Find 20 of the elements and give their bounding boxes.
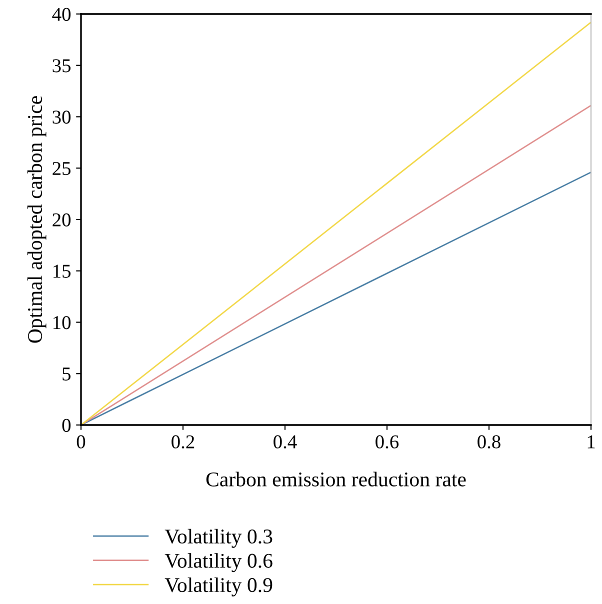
legend-label: Volatility 0.9 (164, 577, 272, 596)
x-axis-title: Carbon emission reduction rate (206, 472, 466, 486)
legend-label: Volatility 0.6 (164, 553, 272, 572)
y-tick-label: 30 (52, 110, 71, 124)
x-tick-label: 0 (76, 435, 86, 448)
x-tick-label: 0.4 (274, 435, 297, 448)
x-tick-label: 0.2 (172, 435, 194, 448)
y-tick-label: 15 (54, 264, 71, 278)
x-tick-label: 0.6 (376, 435, 399, 448)
y-tick-label: 0 (62, 418, 71, 432)
y-tick-label: 20 (52, 213, 71, 226)
y-tick-label: 5 (62, 368, 71, 381)
y-tick-label: 35 (52, 59, 71, 72)
y-axis-title: Optimal adopted carbon price (27, 96, 46, 343)
legend-label: Volatility 0.3 (164, 528, 272, 548)
y-tick-label: 10 (54, 316, 71, 330)
y-tick-label: 40 (52, 8, 71, 21)
x-tick-label: 0.8 (478, 435, 500, 448)
x-tick-label: 1 (588, 435, 595, 448)
y-tick-label: 25 (52, 162, 71, 176)
